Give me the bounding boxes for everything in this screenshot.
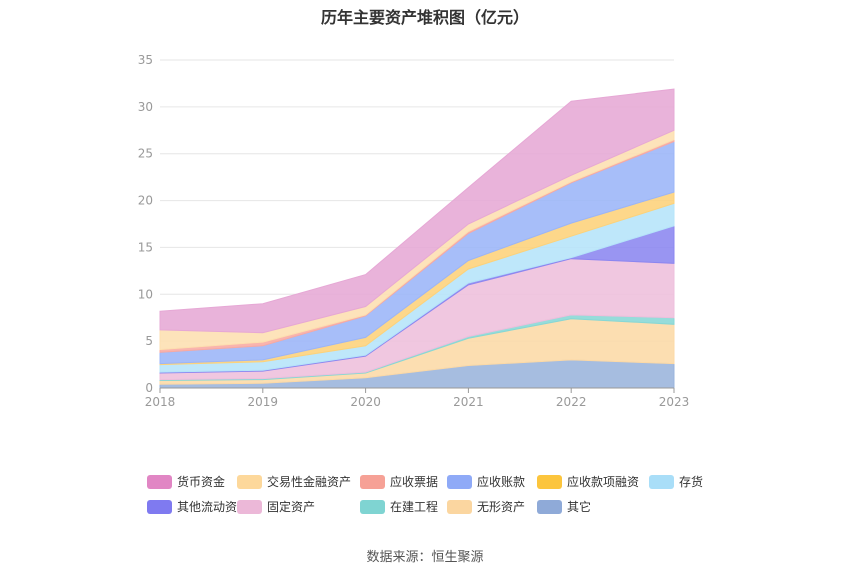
legend-item[interactable]: 应收账款 bbox=[447, 473, 525, 490]
x-tick-label: 2021 bbox=[453, 395, 484, 409]
legend-label: 应收账款 bbox=[477, 475, 526, 489]
area-series-10 bbox=[159, 88, 675, 334]
legend-swatch bbox=[447, 474, 472, 489]
legend-label: 货币资金 bbox=[177, 475, 226, 489]
legend-label: 其他流动资产 bbox=[177, 500, 250, 514]
y-tick-label: 0 bbox=[145, 381, 153, 395]
legend-swatch bbox=[147, 499, 172, 514]
legend-swatch bbox=[537, 474, 562, 489]
legend-swatch bbox=[147, 474, 172, 489]
x-tick-label: 2020 bbox=[350, 395, 381, 409]
y-tick-label: 30 bbox=[138, 100, 153, 114]
legend-label: 在建工程 bbox=[390, 500, 439, 514]
legend-item[interactable]: 交易性金融资产 bbox=[237, 473, 351, 490]
y-tick-label: 5 bbox=[145, 334, 153, 348]
y-tick-label: 15 bbox=[138, 240, 153, 254]
y-tick-label: 10 bbox=[138, 287, 153, 301]
legend-item[interactable]: 存货 bbox=[649, 473, 703, 490]
legend-label: 交易性金融资产 bbox=[267, 475, 352, 489]
area-series-layer bbox=[159, 88, 675, 389]
x-tick-label: 2022 bbox=[556, 395, 587, 409]
stacked-area-chart: 0 5 10 15 20 25 30 35 2018 2019 2020 2021 2022 2023 bbox=[138, 53, 690, 409]
x-tick-label: 2023 bbox=[659, 395, 690, 409]
legend-item[interactable]: 货币资金 bbox=[147, 473, 225, 490]
legend-label: 固定资产 bbox=[267, 500, 316, 514]
data-source: 数据来源：恒生聚源 bbox=[366, 550, 484, 565]
legend-label: 应收款项融资 bbox=[567, 475, 640, 489]
legend-item[interactable]: 应收款项融资 bbox=[537, 473, 639, 490]
legend-swatch bbox=[447, 499, 472, 514]
legend-item[interactable]: 固定资产 bbox=[237, 498, 315, 515]
x-tick-label: 2019 bbox=[248, 395, 279, 409]
legend-swatch bbox=[360, 499, 385, 514]
legend-item[interactable]: 应收票据 bbox=[360, 473, 438, 490]
legend-swatch bbox=[649, 474, 674, 489]
y-tick-label: 35 bbox=[138, 53, 153, 67]
x-tick-label: 2018 bbox=[145, 395, 176, 409]
legend-item[interactable]: 其他流动资产 bbox=[147, 498, 249, 515]
legend-swatch bbox=[237, 474, 262, 489]
y-tick-label: 20 bbox=[138, 194, 153, 208]
chart-title: 历年主要资产堆积图（亿元） bbox=[320, 8, 529, 27]
y-tick-label: 25 bbox=[138, 147, 153, 161]
legend-swatch bbox=[537, 499, 562, 514]
legend-label: 其它 bbox=[567, 500, 592, 514]
legend-label: 应收票据 bbox=[390, 475, 439, 489]
legend-label: 无形资产 bbox=[477, 500, 526, 514]
legend-item[interactable]: 无形资产 bbox=[447, 498, 525, 515]
legend-item[interactable]: 其它 bbox=[537, 498, 591, 515]
legend-item[interactable]: 在建工程 bbox=[360, 498, 438, 515]
legend-swatch bbox=[360, 474, 385, 489]
axes: 0 5 10 15 20 25 30 35 2018 2019 2020 2021 2022 2023 bbox=[138, 53, 690, 409]
legend-label: 存货 bbox=[679, 475, 704, 489]
legend-swatch bbox=[237, 499, 262, 514]
